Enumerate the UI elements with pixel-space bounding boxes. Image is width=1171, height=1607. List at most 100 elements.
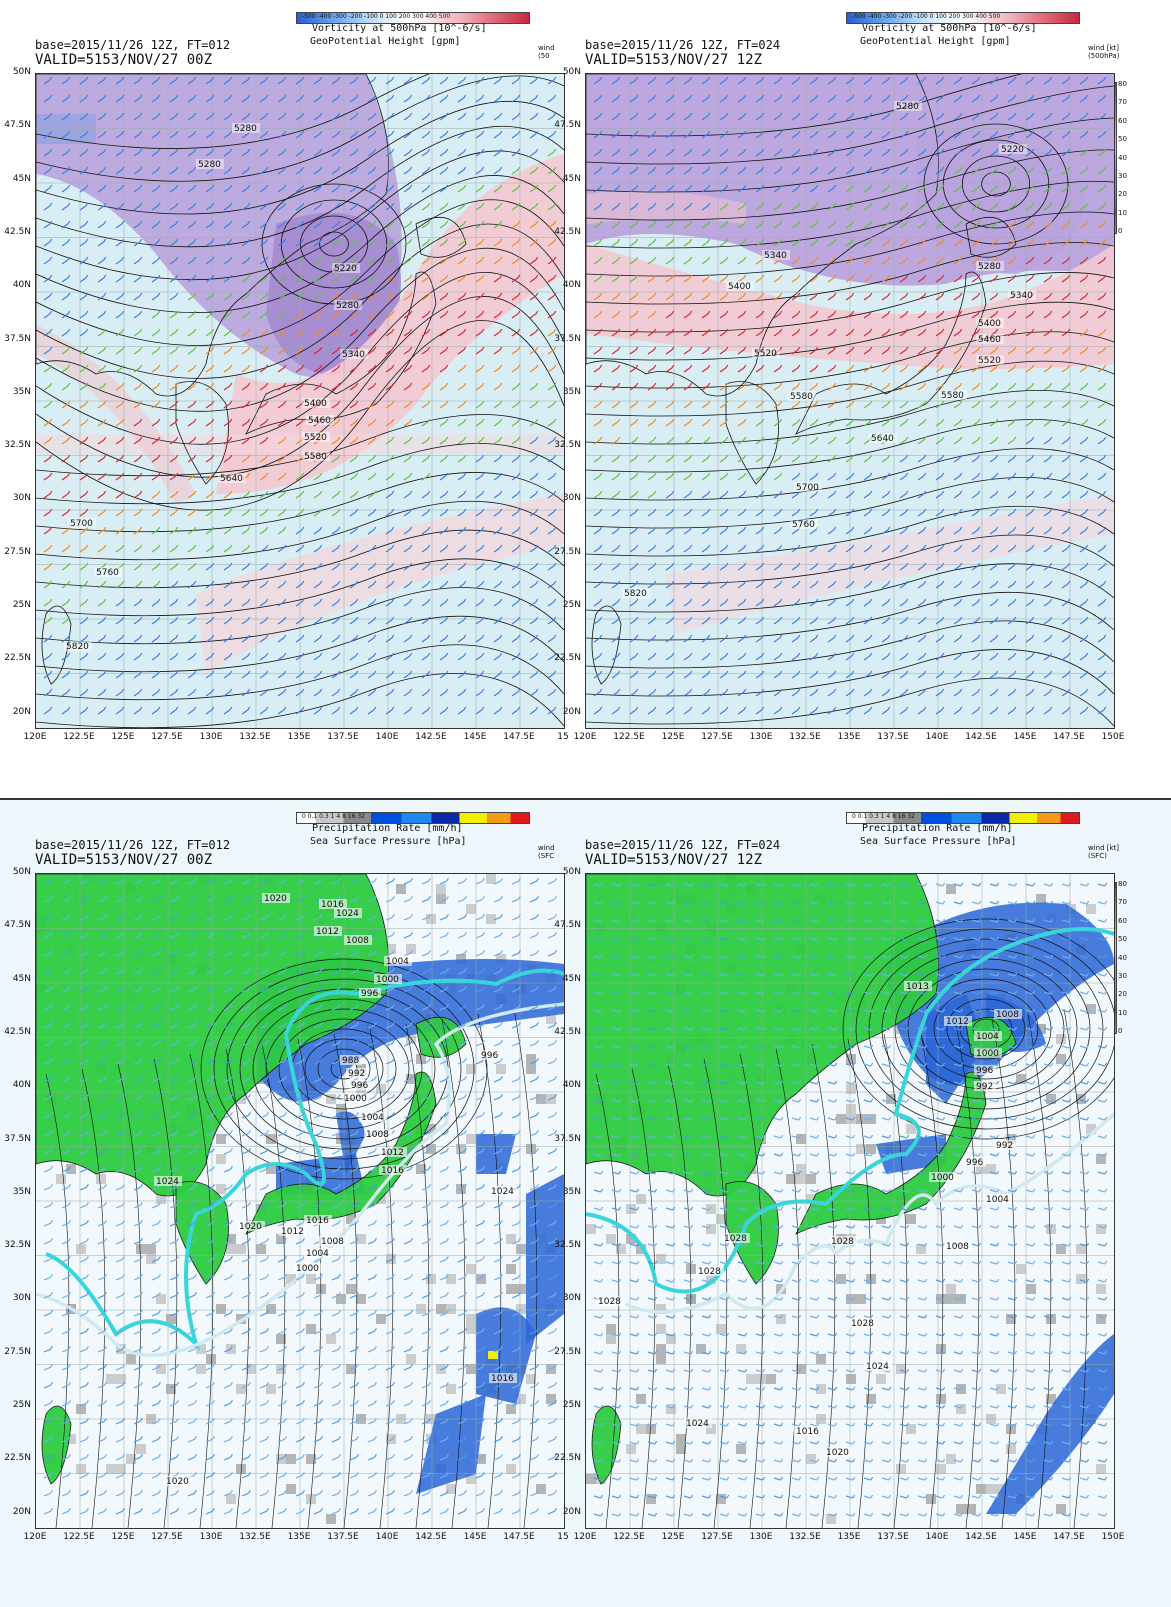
wind-barb bbox=[229, 76, 233, 81]
wind-barb bbox=[905, 472, 909, 477]
wind-barb bbox=[43, 691, 51, 697]
wind-barb bbox=[247, 328, 251, 333]
wind-barb bbox=[49, 328, 53, 333]
wind-barb bbox=[349, 601, 357, 607]
wind-barb bbox=[187, 295, 195, 301]
wind-barb bbox=[121, 274, 125, 279]
wind-barb bbox=[1097, 511, 1105, 517]
wind-barb bbox=[475, 529, 483, 535]
wind-barb bbox=[331, 673, 339, 679]
wind-barb bbox=[121, 652, 125, 657]
wind-barb bbox=[1061, 583, 1069, 589]
wind-barb bbox=[277, 709, 285, 715]
wind-barb bbox=[779, 454, 783, 459]
wind-barb bbox=[265, 454, 269, 459]
wind-barb bbox=[475, 421, 483, 427]
wind-barb bbox=[701, 169, 709, 175]
wind-barb bbox=[971, 403, 979, 409]
wind-barb bbox=[995, 634, 999, 639]
wind-barb bbox=[1007, 331, 1015, 337]
wind-barb bbox=[301, 202, 305, 207]
wind-barb bbox=[499, 490, 503, 495]
wind-barb bbox=[1031, 652, 1035, 657]
wind-barb bbox=[259, 880, 267, 885]
wind-barb bbox=[935, 151, 943, 157]
wind-barb bbox=[139, 706, 143, 711]
wind-barb bbox=[457, 79, 465, 85]
wind-barb bbox=[683, 511, 691, 517]
wind-barb bbox=[1103, 706, 1107, 711]
wind-barb bbox=[313, 97, 321, 103]
wind-barb bbox=[941, 130, 945, 135]
wind-barb bbox=[511, 259, 519, 265]
wind-barb bbox=[313, 529, 321, 535]
wind-barb bbox=[977, 670, 981, 675]
wind-barb bbox=[611, 115, 619, 121]
wind-barb bbox=[611, 187, 619, 193]
wind-barb bbox=[653, 112, 657, 117]
wind-barb bbox=[959, 364, 963, 369]
wind-barb bbox=[647, 133, 655, 139]
wind-barb bbox=[463, 454, 467, 459]
wind-barb bbox=[761, 94, 765, 99]
wind-barb bbox=[97, 709, 105, 715]
wind-barb bbox=[683, 205, 691, 211]
wind-barb bbox=[941, 526, 945, 531]
wind-barb bbox=[337, 634, 341, 639]
wind-barb bbox=[1103, 130, 1107, 135]
wind-barb bbox=[529, 205, 537, 211]
wind-barb bbox=[809, 403, 817, 409]
wind-barb bbox=[133, 655, 141, 661]
wind-barb bbox=[67, 382, 71, 387]
wind-barb bbox=[349, 493, 357, 499]
wind-barb bbox=[121, 184, 125, 189]
wind-barb bbox=[611, 313, 619, 319]
contour-label-bg bbox=[894, 101, 922, 111]
wind-barb bbox=[79, 259, 87, 265]
wind-barb bbox=[373, 526, 377, 531]
wind-barb bbox=[995, 670, 999, 675]
wind-barb bbox=[869, 418, 873, 423]
wind-barb bbox=[1097, 205, 1105, 211]
wind-barb bbox=[959, 688, 963, 693]
wind-barb bbox=[187, 583, 195, 589]
wind-barb bbox=[899, 187, 907, 193]
wind-barb bbox=[187, 385, 195, 391]
wind-barb bbox=[905, 238, 909, 243]
wind-barb bbox=[169, 583, 177, 589]
wind-barb bbox=[331, 619, 339, 625]
wind-barb bbox=[547, 529, 555, 535]
precip-cell bbox=[216, 1154, 226, 1164]
wind-barb bbox=[313, 880, 321, 885]
wind-barb bbox=[139, 130, 143, 135]
wind-barb bbox=[665, 97, 673, 103]
lon-tick-label: 145E bbox=[463, 1532, 487, 1542]
wind-barb bbox=[935, 295, 943, 301]
wind-barb bbox=[373, 76, 377, 81]
wind-barb bbox=[701, 403, 709, 409]
wind-barb bbox=[211, 472, 215, 477]
wind-barb bbox=[193, 472, 197, 477]
wind-barb bbox=[935, 349, 943, 355]
wind-barb bbox=[755, 637, 763, 643]
wind-barb bbox=[517, 580, 521, 585]
precip-cell bbox=[466, 1324, 476, 1334]
wind-barb bbox=[743, 148, 747, 153]
wind-barb bbox=[629, 403, 637, 409]
wind-barb bbox=[1085, 382, 1089, 387]
wind-barb bbox=[493, 331, 501, 337]
wind-barb bbox=[779, 418, 783, 423]
wind-barb bbox=[223, 637, 231, 643]
wind-barb bbox=[151, 169, 159, 175]
wind-barb bbox=[49, 238, 53, 243]
wind-barb bbox=[791, 691, 799, 697]
wind-barb bbox=[157, 364, 161, 369]
contour-label-bg bbox=[790, 519, 818, 529]
wind-barb bbox=[653, 670, 657, 675]
wind-barb bbox=[277, 547, 285, 553]
wind-barb bbox=[151, 151, 159, 157]
wind-barb bbox=[157, 220, 161, 225]
wind-barb bbox=[457, 916, 465, 921]
wind-barb bbox=[511, 880, 519, 885]
wind-barb bbox=[427, 616, 431, 621]
